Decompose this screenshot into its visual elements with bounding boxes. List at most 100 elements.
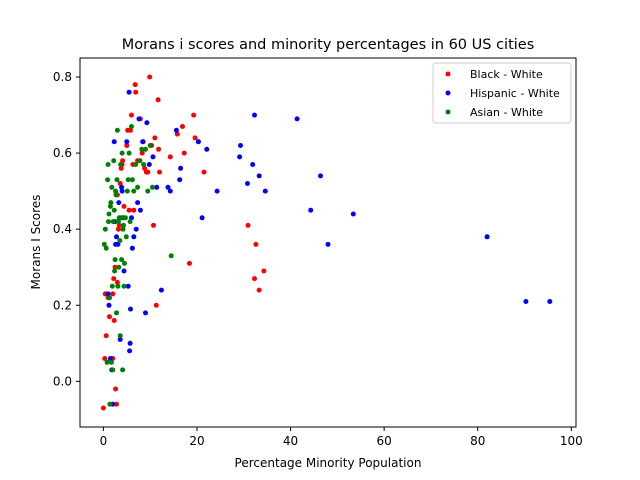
data-point [143,310,148,316]
data-point [129,177,135,183]
data-point [135,200,141,206]
data-point [250,162,256,167]
data-point [132,82,138,88]
data-point [107,203,113,209]
data-point [153,302,159,308]
data-point [111,139,117,145]
data-point [112,268,118,274]
data-point [102,356,108,361]
series-2 [101,124,174,407]
data-point [118,165,124,171]
data-point [110,367,116,373]
data-point [107,356,113,361]
data-point [114,279,120,285]
data-point [115,226,121,232]
data-point [147,74,153,80]
data-point [117,333,123,339]
x-tick-label: 80 [470,434,485,448]
data-point [245,181,250,186]
data-point [103,333,109,339]
data-point [180,124,185,129]
data-point [117,181,123,186]
data-point [129,124,134,129]
data-point [201,169,207,175]
data-point [112,264,118,270]
data-point [165,184,171,190]
data-point [119,257,125,263]
data-point [103,245,109,251]
data-point [122,260,127,266]
points-layer [100,74,553,411]
data-point [121,203,127,209]
data-point [110,219,116,225]
data-point [178,165,184,171]
data-point [120,226,126,232]
data-point [125,283,131,289]
data-point [140,139,146,145]
data-point [256,173,262,179]
data-point [139,150,145,156]
data-point [154,184,160,190]
legend-entry: Asian - White [470,106,543,119]
data-point [253,241,259,247]
data-point [142,165,148,171]
legend-entry: Hispanic - White [470,87,560,100]
data-point [112,257,118,263]
data-point [308,207,314,213]
data-point [523,299,529,304]
chart-title: Morans i scores and minority percentages… [122,37,535,53]
data-point [191,112,197,118]
data-point [111,158,117,164]
legend: Black - White Hispanic - White Asian - Whi… [432,62,572,124]
data-point [127,348,133,354]
data-point [252,276,257,282]
data-point [145,169,151,175]
data-point [118,215,124,221]
data-point [245,222,251,228]
data-point [131,188,137,194]
data-point [119,188,125,194]
y-tick-label: 0.2 [53,298,72,312]
data-point [104,359,110,365]
data-point [125,177,131,183]
plot-frame [79,57,577,428]
data-point [121,268,127,274]
data-point [120,367,126,373]
data-point [262,188,268,194]
y-axis-ticks: 0.0 0.2 0.4 0.6 0.8 [53,70,80,388]
data-point [145,188,151,194]
data-point [116,264,122,270]
data-point [350,211,356,217]
data-point [150,154,156,160]
data-point [139,146,145,152]
data-point [102,226,108,232]
data-point [131,234,137,240]
data-point [113,386,119,392]
data-point [151,222,156,228]
series-0 [100,74,267,411]
data-point [114,234,119,240]
data-point [147,143,153,148]
data-point [237,154,243,160]
data-point [126,150,132,156]
data-point [124,188,130,194]
data-point [115,241,121,247]
data-point [252,112,257,118]
data-point [144,120,150,126]
data-point [119,150,125,156]
x-tick-label: 0 [100,434,108,448]
data-point [114,310,119,316]
data-point [111,318,117,323]
data-point [136,116,142,122]
data-point [214,188,220,194]
data-point [131,207,137,213]
data-point [124,139,130,145]
data-point [158,287,164,293]
data-point [167,154,173,160]
data-point [318,173,323,179]
data-point [100,405,106,411]
data-point [124,143,130,148]
legend-entry: Black - White [470,68,543,81]
data-point [146,162,152,167]
data-point [118,162,124,167]
